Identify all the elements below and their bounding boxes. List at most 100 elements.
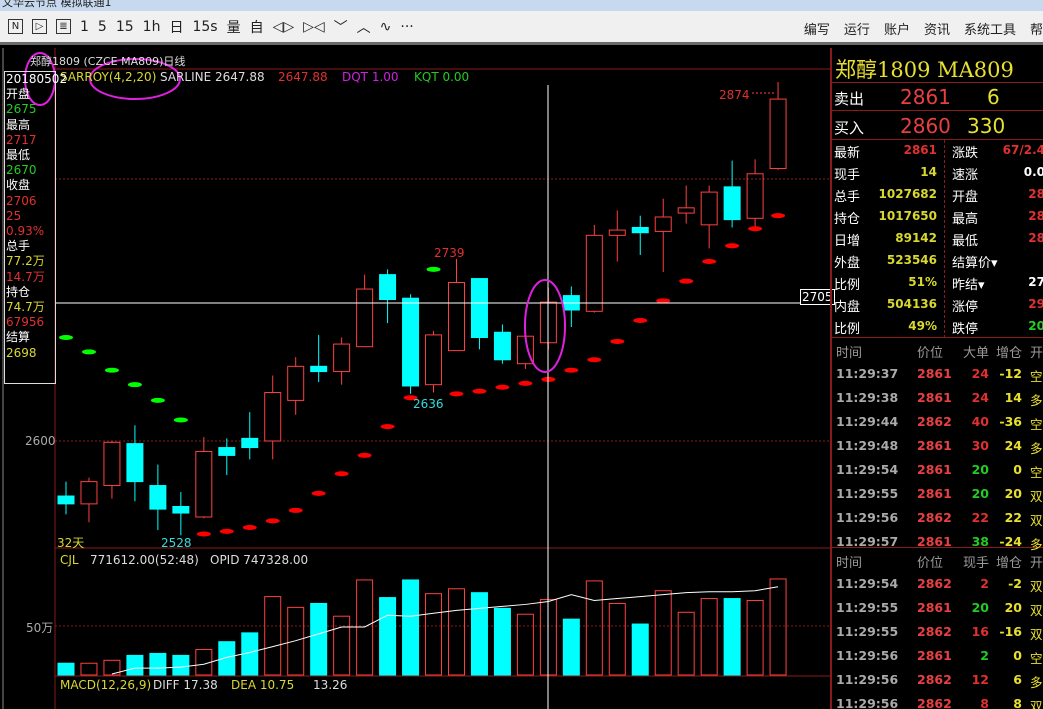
volume-bar bbox=[57, 662, 75, 676]
menu-item[interactable]: 账户 bbox=[883, 22, 910, 38]
cell: 2862 bbox=[917, 414, 952, 429]
toolbar-item-label: 日 bbox=[169, 19, 184, 36]
stat-value: 1027682 bbox=[878, 187, 937, 201]
bid-qty: 330 bbox=[967, 114, 1006, 138]
cell: 空 bbox=[1030, 465, 1043, 480]
menu-item[interactable]: 系统工具 bbox=[963, 22, 1016, 38]
sar-dot bbox=[357, 452, 372, 458]
info-item: 25 bbox=[6, 208, 22, 223]
candle bbox=[746, 173, 764, 219]
menu-bar: 编写 运行 账户 资讯 系统工具帮 bbox=[790, 11, 1043, 45]
stat-value: 27 bbox=[1028, 275, 1043, 289]
info-item: 总手 bbox=[6, 239, 31, 254]
toolbar-item-label: ▷ bbox=[32, 19, 47, 34]
stat-label: 外盘 bbox=[834, 256, 861, 271]
candle bbox=[402, 297, 420, 387]
volume-bar bbox=[310, 602, 328, 676]
macd-value: 13.26 bbox=[313, 678, 348, 692]
cell: 24 bbox=[971, 390, 989, 405]
ask-price: 2861 bbox=[900, 85, 951, 109]
cell: 22 bbox=[1004, 510, 1022, 525]
cell: 6 bbox=[1013, 672, 1022, 687]
volume-value: 771612.00(52:48) bbox=[90, 553, 199, 567]
shrink-icon[interactable]: ▷◁ bbox=[303, 15, 325, 39]
info-item: 2670 bbox=[6, 163, 37, 178]
stat-value: 67/2.4 bbox=[1002, 143, 1043, 157]
volume-bar bbox=[723, 598, 741, 676]
document-icon[interactable]: ≣ bbox=[56, 15, 71, 39]
volume-bar bbox=[654, 590, 672, 676]
candle bbox=[126, 443, 144, 483]
info-item: 0.93% bbox=[6, 224, 45, 239]
stat-label: 涨跌 bbox=[952, 146, 979, 161]
cell: 20 bbox=[971, 486, 989, 501]
cell: 2862 bbox=[917, 672, 952, 687]
sar-dot bbox=[656, 298, 671, 304]
chevron-down-icon[interactable]: ﹀ bbox=[334, 15, 348, 39]
bid-row[interactable]: 买入 2860 330 bbox=[832, 111, 1043, 140]
toolbar-item-label: 15 bbox=[115, 18, 134, 35]
sar-dot bbox=[127, 382, 142, 388]
kline-chart[interactable] bbox=[0, 0, 830, 709]
volume-bar bbox=[677, 611, 695, 676]
volume-bar bbox=[631, 623, 649, 676]
column-header: 增仓 bbox=[995, 346, 1022, 361]
sar-dot bbox=[265, 518, 280, 524]
volume-bar bbox=[402, 579, 420, 676]
toolbar-item-label: 1 bbox=[80, 18, 89, 35]
toolbar-item-label: 15s bbox=[192, 18, 218, 35]
sar-dot bbox=[564, 367, 579, 373]
menu-item[interactable]: 运行 bbox=[843, 22, 870, 38]
period-button-4[interactable]: 5 bbox=[98, 15, 107, 39]
cell: 11:29:55 bbox=[836, 486, 899, 501]
stat-label: 总手 bbox=[834, 190, 861, 205]
sar-dot bbox=[311, 490, 326, 496]
candle bbox=[769, 98, 787, 170]
sar-dot bbox=[196, 531, 211, 537]
cell: 双 bbox=[1030, 513, 1043, 528]
period-button-3[interactable]: 1 bbox=[80, 15, 89, 39]
period-button-6[interactable]: 1h bbox=[143, 15, 161, 39]
column-header: 价位 bbox=[917, 346, 944, 361]
stat-value: 29 bbox=[1028, 297, 1043, 311]
volume-bar bbox=[447, 588, 465, 676]
toolbar-item-label: ︿ bbox=[356, 19, 371, 36]
volume-bar bbox=[769, 578, 787, 676]
cell: 2862 bbox=[917, 624, 952, 639]
menu-item[interactable]: 资讯 bbox=[923, 22, 950, 38]
period-button-9[interactable]: 量 bbox=[227, 15, 241, 39]
stat-value: 2861 bbox=[903, 143, 937, 157]
period-button-7[interactable]: 日 bbox=[169, 15, 183, 39]
candle bbox=[287, 365, 305, 401]
play-icon[interactable]: ▷ bbox=[32, 15, 47, 39]
stat-label: 最高 bbox=[952, 212, 979, 227]
menu-item[interactable]: 帮 bbox=[1029, 22, 1043, 38]
contract-name: 郑醇1809 MA809 bbox=[832, 48, 1043, 83]
volume-bar bbox=[746, 600, 764, 676]
volume-bar bbox=[149, 652, 167, 676]
more-icon[interactable]: ··· bbox=[400, 15, 413, 39]
volume-bar bbox=[379, 597, 397, 676]
menu-item[interactable]: 编写 bbox=[803, 22, 830, 38]
info-item: 2706 bbox=[6, 193, 37, 208]
cell: 2861 bbox=[917, 366, 952, 381]
volume-bar bbox=[470, 592, 488, 676]
high-label: 2739 bbox=[434, 246, 465, 260]
stat-label: 结算价▾ bbox=[952, 256, 998, 271]
stat-label: 最低 bbox=[952, 234, 979, 249]
expand-icon[interactable]: ◁▷ bbox=[273, 15, 295, 39]
cell: 11:29:55 bbox=[836, 624, 899, 639]
quote-panel: 郑醇1809 MA809 卖出 2861 6 买入 2860 330 最新 286… bbox=[830, 48, 1043, 709]
period-button-10[interactable]: 自 bbox=[250, 15, 264, 39]
period-button-5[interactable]: 15 bbox=[116, 15, 134, 39]
legend-kqt: KQT 0.00 bbox=[414, 70, 470, 84]
period-button-8[interactable]: 15s bbox=[192, 15, 217, 39]
indicator-icon[interactable]: ∿ bbox=[380, 15, 392, 39]
cell: 20 bbox=[1004, 486, 1022, 501]
ask-row[interactable]: 卖出 2861 6 bbox=[832, 83, 1043, 111]
news-icon[interactable]: N bbox=[8, 15, 23, 39]
sar-dot bbox=[150, 397, 165, 403]
toolbar-item-label: ▷◁ bbox=[303, 18, 325, 35]
candle bbox=[425, 334, 443, 386]
chevron-up-icon[interactable]: ︿ bbox=[357, 15, 371, 39]
